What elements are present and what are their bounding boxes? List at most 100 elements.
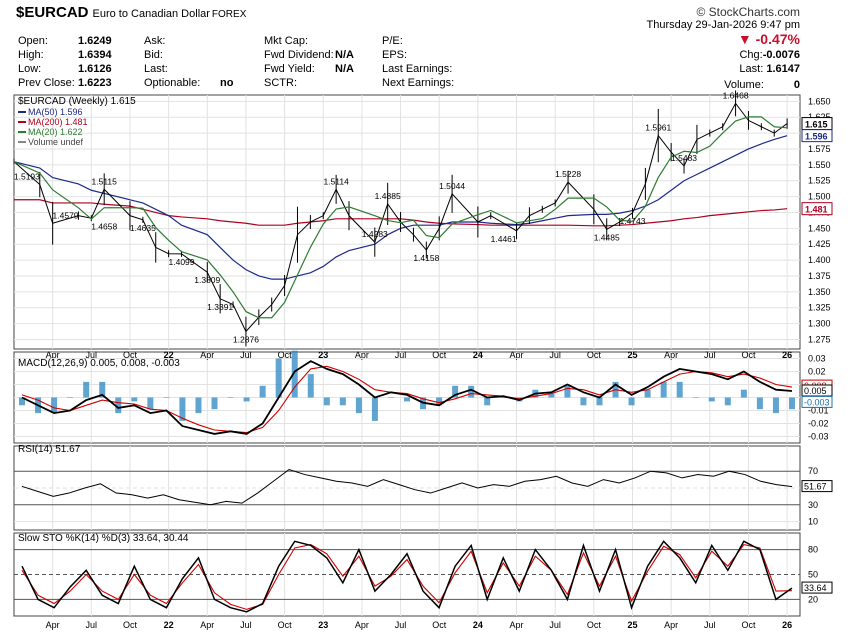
macd-histogram-bar: [275, 358, 282, 398]
quote-label: SCTR:: [264, 77, 297, 89]
quote-value: 1.6394: [78, 49, 112, 61]
quote-label: Low:: [18, 63, 42, 75]
price-right-label: 1.481: [805, 205, 828, 215]
y-tick-label: 1.550: [808, 160, 831, 170]
macd-histogram-bar: [19, 397, 26, 406]
quote-label: EPS:: [382, 49, 408, 61]
rsi-title: RSI(14) 51.67: [18, 444, 81, 455]
macd-histogram-bar: [211, 397, 218, 410]
macd-histogram-bar: [147, 397, 154, 410]
quote-label: Last Earnings:: [382, 63, 453, 75]
macd-histogram-bar: [500, 397, 507, 398]
macd-histogram-bar: [724, 397, 731, 406]
rsi-right-label-box: [801, 480, 833, 493]
macd-histogram-bar: [756, 397, 763, 410]
macd-histogram-bar: [163, 397, 170, 398]
panel-frame: [13, 94, 801, 350]
sto-title: Slow STO %K(14) %D(3) 33.64, 30.44: [18, 533, 189, 544]
price-title: $EURCAD (Weekly) 1.615: [18, 96, 136, 107]
macd-signal-line: [21, 365, 793, 434]
macd-histogram-bar: [339, 397, 346, 406]
x-tick-label: 23: [318, 620, 328, 630]
y-tick-label: 1.450: [808, 223, 831, 233]
y-tick-label: 1.650: [808, 96, 831, 106]
quote-label: P/E:: [382, 35, 403, 47]
y-tick-label: 1.575: [808, 144, 831, 154]
y-tick-label: 1.275: [808, 334, 831, 344]
y-tick-label: 30: [808, 500, 818, 510]
legend-label: MA(200) 1.481: [28, 117, 88, 127]
x-tick-label: Apr: [510, 350, 524, 360]
x-tick-label: 24: [473, 620, 483, 630]
x-tick-label: Apr: [200, 350, 214, 360]
y-tick-label: 1.350: [808, 287, 831, 297]
x-tick-label: Apr: [200, 620, 214, 630]
macd-histogram-bar: [772, 397, 779, 414]
stockcharts-logo[interactable]: © StockCharts.com: [696, 5, 800, 19]
macd-histogram-bar: [323, 397, 330, 406]
x-tick-label: Apr: [664, 350, 678, 360]
macd-histogram-bar: [131, 397, 138, 402]
x-tick-label: Apr: [46, 620, 60, 630]
y-tick-label: 70: [808, 466, 818, 476]
macd-histogram-bar: [708, 397, 715, 402]
y-tick-label: 0.03: [808, 354, 826, 364]
x-tick-label: Oct: [587, 350, 602, 360]
x-tick-label: 26: [782, 620, 792, 630]
y-tick-label: 1.300: [808, 319, 831, 329]
x-tick-label: Oct: [741, 620, 756, 630]
price-annotation: 1.4635: [130, 223, 156, 233]
macd-histogram-bar: [67, 397, 74, 398]
legend-label: Volume undef: [28, 137, 84, 147]
quote-label: High:: [18, 49, 44, 61]
macd-histogram-bar: [355, 397, 362, 414]
y-tick-label: 50: [808, 570, 818, 580]
sto-right-label: 33.64: [804, 583, 827, 593]
y-tick-label: 1.400: [808, 255, 831, 265]
macd-histogram-bar: [179, 397, 186, 421]
y-tick-label: -0.02: [808, 419, 829, 429]
quote-label: Fwd Dividend:: [264, 49, 334, 61]
y-tick-label: 1.425: [808, 239, 831, 249]
price-annotation: 1.4885: [375, 191, 401, 201]
macd-histogram-bar: [99, 381, 106, 398]
price-annotation: 1.4658: [91, 221, 117, 231]
y-tick-label: -0.01: [808, 406, 829, 416]
x-tick-label: Jul: [86, 620, 98, 630]
x-tick-label: Apr: [355, 350, 369, 360]
rsi-line: [21, 468, 793, 506]
x-tick-label: 25: [627, 620, 637, 630]
price-annotation: 1.6468: [723, 90, 749, 100]
macd-histogram-bar: [371, 397, 378, 421]
price-annotation: 1.5483: [671, 153, 697, 163]
price-right-label-box: [801, 129, 833, 143]
chg-row: Chg:-0.0076: [739, 49, 800, 61]
macd-histogram-bar: [628, 397, 635, 406]
change-percent-value: ▼ -0.47%: [737, 31, 800, 47]
macd-histogram-bar: [676, 381, 683, 398]
x-tick-label: Oct: [587, 620, 602, 630]
quote-label: Next Earnings:: [382, 77, 455, 89]
macd-histogram-bar: [468, 385, 475, 398]
macd-histogram-bar: [387, 397, 394, 398]
price-annotation: 1.2876: [233, 334, 259, 344]
quote-header: $EURCAD Euro to Canadian Dollar FOREX © St…: [0, 0, 850, 96]
price-annotation: 1.4579: [53, 210, 79, 220]
x-tick-label: Apr: [46, 350, 60, 360]
macd-histogram-bar: [307, 374, 314, 398]
macd-histogram-bar: [788, 397, 795, 410]
sto-d-line: [21, 544, 792, 610]
macd-histogram-bar: [291, 350, 298, 398]
macd-histogram-bar: [404, 397, 410, 402]
volume-row: Volume: 0: [724, 79, 800, 91]
price-right-label-box: [801, 202, 833, 216]
price-annotation: 1.4461: [491, 234, 517, 244]
x-tick-label: Jul: [395, 350, 407, 360]
price-annotation: 1.3391: [207, 302, 233, 312]
sto-right-label-box: [801, 581, 833, 594]
quote-value: 1.6126: [78, 63, 112, 75]
y-tick-label: -0.03: [808, 432, 829, 442]
macd-histogram-bar: [484, 397, 491, 406]
quote-value: N/A: [335, 49, 354, 61]
